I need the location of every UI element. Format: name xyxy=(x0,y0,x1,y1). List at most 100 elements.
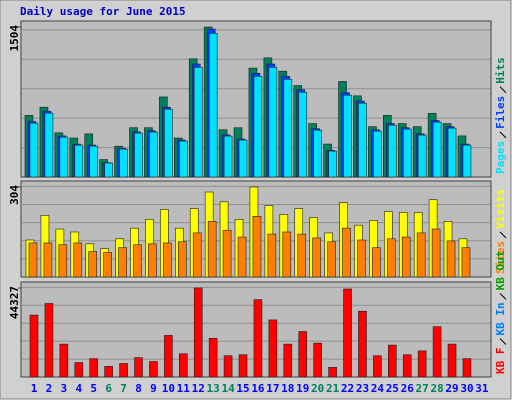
bar xyxy=(59,136,69,178)
x-tick-label: 5 xyxy=(90,382,97,395)
x-tick-label: 1 xyxy=(31,382,38,395)
bar xyxy=(43,242,53,278)
bar xyxy=(357,239,366,278)
bar xyxy=(149,131,158,178)
bar xyxy=(447,343,457,378)
bar xyxy=(58,244,68,278)
bar xyxy=(253,299,263,378)
bar xyxy=(207,221,217,278)
x-tick-label: 29 xyxy=(445,382,458,395)
legend-label: Visits xyxy=(494,189,507,229)
bar xyxy=(164,108,173,178)
bar xyxy=(388,344,397,378)
x-tick-label: 15 xyxy=(236,382,249,395)
bar xyxy=(179,353,188,378)
bar xyxy=(28,242,38,278)
bar xyxy=(313,342,322,378)
bar xyxy=(89,145,99,178)
bar xyxy=(417,134,427,178)
x-tick-label: 7 xyxy=(120,382,127,395)
legend-separator xyxy=(499,231,507,239)
bar xyxy=(119,148,128,178)
bar xyxy=(373,130,382,178)
x-tick-label: 16 xyxy=(251,382,265,395)
x-tick-label: 22 xyxy=(341,382,354,395)
x-tick-label: 10 xyxy=(162,382,175,395)
bar xyxy=(223,355,233,378)
bar xyxy=(222,229,232,278)
bar xyxy=(417,350,427,378)
bar xyxy=(372,247,381,278)
bar xyxy=(238,354,248,378)
x-tick-label: 3 xyxy=(61,382,68,395)
bar xyxy=(193,66,203,178)
bar xyxy=(298,91,308,178)
bar xyxy=(401,236,411,278)
x-tick-label: 27 xyxy=(416,382,429,395)
bar xyxy=(178,241,187,278)
bar xyxy=(432,121,442,178)
bar xyxy=(462,144,472,178)
bar xyxy=(446,240,456,278)
bar xyxy=(164,335,173,378)
bar xyxy=(358,102,367,178)
bar xyxy=(297,233,307,278)
bar xyxy=(327,241,336,278)
bar xyxy=(402,128,412,178)
x-tick-label: 6 xyxy=(105,382,112,395)
bar xyxy=(358,310,367,378)
bar xyxy=(462,358,472,378)
bar xyxy=(312,237,321,278)
x-tick-label: 8 xyxy=(135,382,142,395)
x-tick-label: 26 xyxy=(401,382,415,395)
bar xyxy=(44,112,54,178)
legend-label: KB In xyxy=(494,302,507,335)
bar xyxy=(328,150,337,178)
bar xyxy=(118,247,127,278)
bar xyxy=(59,343,69,378)
legend-separator xyxy=(499,293,507,300)
legend-separator xyxy=(499,338,507,345)
x-tick-label: 12 xyxy=(192,382,205,395)
bar xyxy=(149,361,158,378)
bar xyxy=(252,216,262,278)
legend-separator xyxy=(499,131,507,139)
bar xyxy=(193,287,203,378)
y-tick-label: 44327 xyxy=(8,286,21,319)
bar xyxy=(89,358,99,378)
x-tick-label: 14 xyxy=(221,382,235,395)
x-tick-label: 23 xyxy=(356,382,369,395)
bar xyxy=(342,227,351,278)
bar xyxy=(179,140,188,178)
bar xyxy=(373,355,382,378)
legend-label: KB F xyxy=(494,348,507,375)
x-tick-label: 13 xyxy=(207,382,220,395)
x-tick-label: 30 xyxy=(460,382,473,395)
bar xyxy=(388,124,397,178)
bar xyxy=(88,251,98,278)
bar xyxy=(148,243,157,278)
bar xyxy=(387,238,396,278)
bar xyxy=(133,244,142,278)
bar xyxy=(208,337,218,378)
bar xyxy=(119,363,128,378)
bar xyxy=(447,127,457,178)
bar xyxy=(29,314,39,378)
x-tick-label: 4 xyxy=(75,382,82,395)
bar xyxy=(134,132,143,178)
bar xyxy=(44,303,54,378)
bar xyxy=(268,66,278,178)
bar xyxy=(103,252,112,278)
bar xyxy=(163,242,172,278)
x-tick-label: 25 xyxy=(386,382,399,395)
bar xyxy=(298,331,308,378)
chart-title: Daily usage for June 2015 xyxy=(20,5,186,18)
legend-label: Pages xyxy=(494,141,507,174)
bar xyxy=(268,319,278,378)
y-tick-label: 304 xyxy=(8,185,21,205)
bar xyxy=(223,135,233,178)
bar xyxy=(343,288,352,378)
bar xyxy=(104,162,113,178)
bar xyxy=(208,33,218,178)
